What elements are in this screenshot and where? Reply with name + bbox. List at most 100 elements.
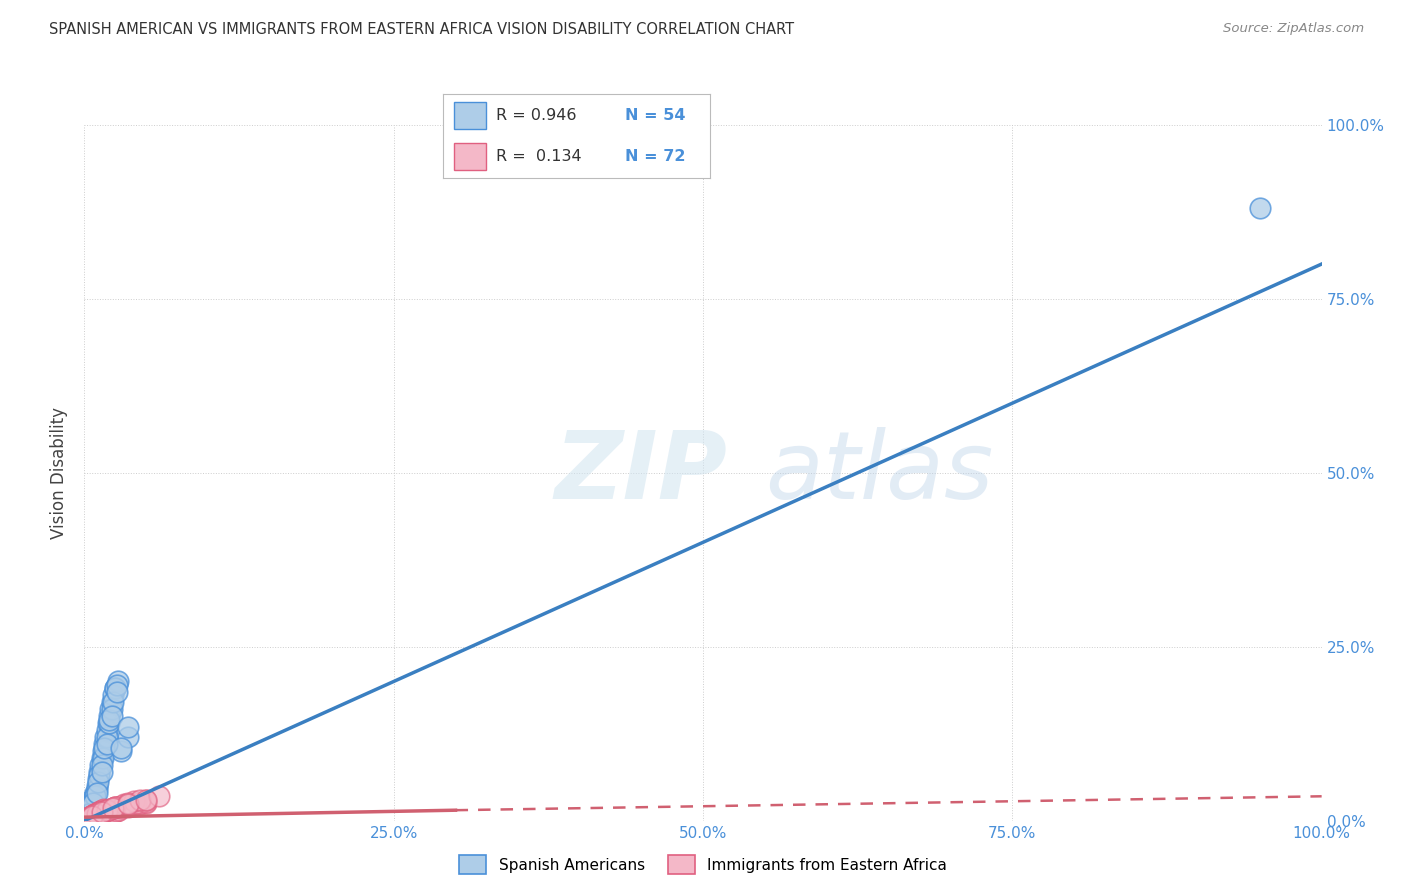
Point: [100, 806, 122, 821]
Point: [117, 797, 139, 811]
Point: [98, 709, 121, 723]
Text: ZIP: ZIP: [554, 426, 727, 519]
Point: [117, 796, 139, 810]
Point: [117, 799, 139, 814]
Point: [84, 786, 107, 800]
Point: [93, 737, 115, 751]
Point: [79, 803, 101, 817]
Point: [96, 737, 118, 751]
Point: [84, 789, 107, 804]
Point: [82, 793, 104, 807]
Point: [90, 805, 112, 820]
Point: [110, 801, 132, 815]
Point: [86, 806, 108, 821]
Point: [98, 808, 121, 822]
Point: [79, 810, 101, 824]
Point: [135, 793, 157, 807]
Text: N = 54: N = 54: [624, 108, 685, 123]
Point: [108, 803, 131, 817]
Point: [91, 805, 114, 819]
Point: [79, 803, 101, 817]
Point: [96, 723, 118, 738]
Point: [79, 810, 101, 824]
Point: [82, 796, 104, 810]
Point: [103, 805, 125, 820]
Point: [84, 806, 107, 821]
Point: [91, 803, 114, 817]
Point: [112, 798, 135, 813]
Point: [98, 802, 121, 816]
Point: [79, 809, 101, 823]
Point: [77, 805, 100, 820]
Point: [86, 786, 108, 800]
Point: [135, 793, 157, 807]
Point: [83, 808, 105, 822]
Point: [83, 807, 105, 822]
Point: [98, 716, 121, 731]
Point: [77, 811, 100, 825]
Point: [101, 801, 124, 815]
Point: [97, 805, 120, 820]
Point: [76, 812, 98, 826]
Point: [100, 702, 122, 716]
Point: [93, 804, 115, 818]
Point: [97, 716, 120, 731]
Point: [89, 804, 111, 818]
Point: [110, 740, 132, 755]
Point: [93, 802, 115, 816]
Point: [107, 799, 129, 814]
Point: [82, 808, 104, 822]
Point: [86, 805, 108, 820]
Point: [79, 799, 101, 814]
Point: [84, 807, 107, 822]
Point: [148, 789, 170, 804]
Point: [94, 803, 117, 817]
Point: [80, 798, 103, 813]
Text: atlas: atlas: [765, 427, 993, 518]
Point: [89, 758, 111, 772]
Point: [83, 789, 105, 804]
Legend: Spanish Americans, Immigrants from Eastern Africa: Spanish Americans, Immigrants from Easte…: [453, 849, 953, 880]
Point: [104, 681, 127, 696]
Point: [122, 798, 145, 813]
Point: [101, 801, 124, 815]
Point: [105, 678, 128, 692]
Point: [112, 797, 135, 811]
FancyBboxPatch shape: [454, 143, 485, 169]
Point: [80, 809, 103, 823]
Point: [89, 805, 111, 820]
Point: [79, 810, 101, 824]
Point: [98, 713, 121, 727]
Point: [77, 806, 100, 821]
Y-axis label: Vision Disability: Vision Disability: [51, 407, 69, 539]
Point: [87, 772, 110, 786]
Point: [79, 801, 101, 815]
Point: [80, 796, 103, 810]
Point: [104, 800, 127, 814]
Point: [129, 797, 152, 811]
Point: [129, 793, 152, 807]
Point: [86, 782, 108, 797]
Point: [97, 803, 120, 817]
Point: [80, 809, 103, 823]
Point: [117, 730, 139, 744]
Point: [96, 803, 118, 817]
Point: [100, 709, 122, 723]
Point: [89, 768, 111, 782]
Point: [120, 797, 142, 811]
Text: R =  0.134: R = 0.134: [496, 149, 582, 164]
Point: [105, 804, 128, 818]
Text: N = 72: N = 72: [624, 149, 685, 164]
Point: [135, 796, 157, 810]
Point: [125, 796, 148, 810]
Point: [93, 740, 115, 755]
Point: [94, 730, 117, 744]
Point: [89, 764, 111, 779]
Point: [110, 799, 132, 814]
Point: [76, 806, 98, 821]
Point: [86, 779, 108, 793]
Point: [89, 805, 111, 820]
Point: [104, 799, 127, 814]
Point: [83, 794, 105, 808]
Point: [107, 674, 129, 689]
